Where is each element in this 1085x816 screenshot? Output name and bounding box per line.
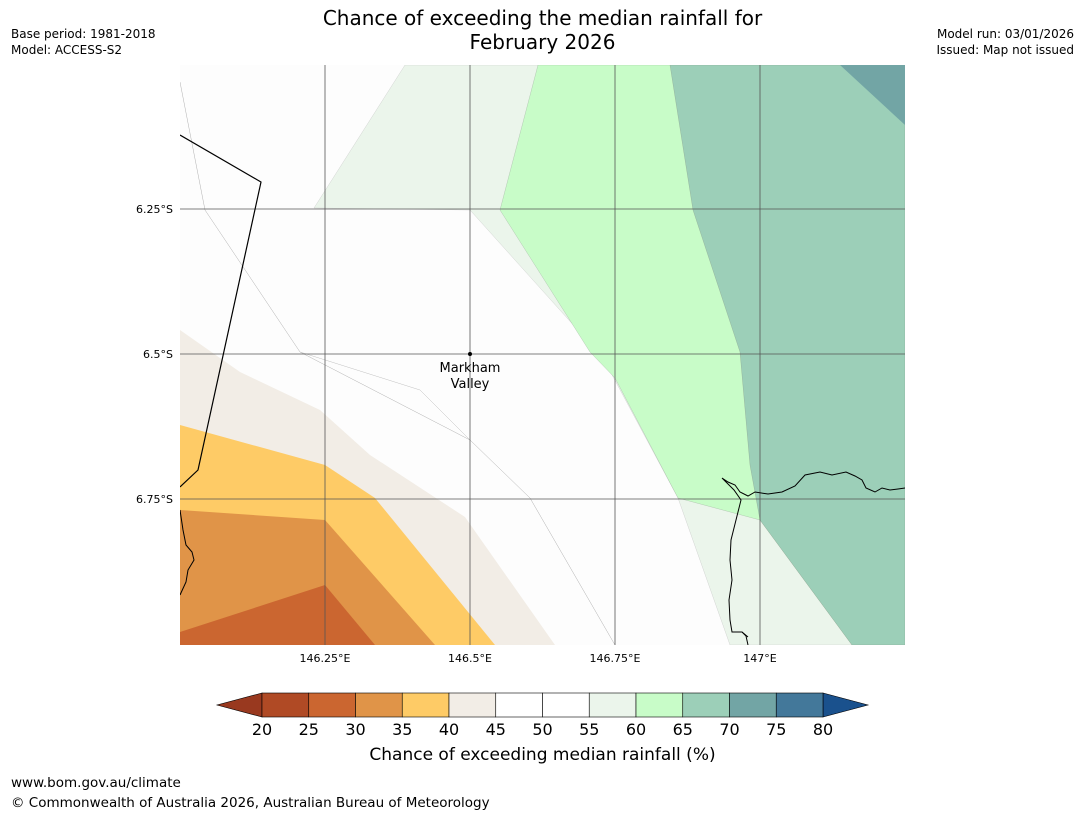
colorbar-segment <box>588 692 637 718</box>
model-name: Model: ACCESS-S2 <box>11 43 123 57</box>
colorbar-segment <box>495 692 543 718</box>
place-label-line-1: Markham <box>440 361 501 376</box>
lon-label: 147°E <box>743 652 776 665</box>
colorbar-tick-label: 30 <box>345 720 365 739</box>
footer-url: www.bom.gov.au/climate <box>11 775 181 791</box>
meta-right: Model run: 03/01/2026 Issued: Map not is… <box>936 26 1074 58</box>
place-label-line-2: Valley <box>451 377 490 392</box>
colorbar-segment <box>401 692 450 718</box>
model-run: Model run: 03/01/2026 <box>936 27 1074 41</box>
colorbar-tick-label: 65 <box>673 720 693 739</box>
band-70-75 <box>840 65 905 125</box>
issued-status: Issued: Map not issued <box>936 43 1074 57</box>
band-30-35 <box>180 510 435 645</box>
map-title: Chance of exceeding the median rainfall … <box>0 6 1085 54</box>
title-line-1: Chance of exceeding the median rainfall … <box>322 6 763 30</box>
colorbar: 20 25 30 35 40 45 50 55 60 65 70 75 80 <box>215 692 870 739</box>
colorbar-tick-label: 25 <box>299 720 319 739</box>
colorbar-tick-label: 45 <box>486 720 506 739</box>
contour-line <box>299 351 471 441</box>
coastline-west <box>180 509 195 596</box>
colorbar-segment <box>635 692 684 718</box>
lat-label: 6.5°S <box>143 348 173 361</box>
map-plot-area <box>180 65 905 645</box>
colorbar-tick-label: 55 <box>579 720 599 739</box>
colorbar-segment <box>729 692 777 718</box>
coastline-east <box>721 471 905 638</box>
colorbar-over-triangle <box>822 692 870 718</box>
colorbar-segment <box>775 692 824 718</box>
colorbar-tick-label: 60 <box>626 720 646 739</box>
colorbar-segment <box>261 692 310 718</box>
colorbar-segment <box>682 692 730 718</box>
colorbar-tick-label: 80 <box>813 720 833 739</box>
colorbar-tick-label: 75 <box>766 720 786 739</box>
lon-label: 146.75°E <box>590 652 641 665</box>
lat-label: 6.75°S <box>136 493 173 506</box>
title-line-2: February 2026 <box>469 30 616 54</box>
colorbar-label: Chance of exceeding median rainfall (%) <box>369 745 716 765</box>
base-period: Base period: 1981-2018 <box>11 27 156 41</box>
colorbar-segment <box>542 692 590 718</box>
colorbar-segment <box>355 692 403 718</box>
meta-left: Base period: 1981-2018 Model: ACCESS-S2 <box>11 26 156 58</box>
lat-label: 6.25°S <box>136 203 173 216</box>
colorbar-segment <box>448 692 497 718</box>
colorbar-tick-label: 20 <box>252 720 272 739</box>
colorbar-tick-label: 70 <box>719 720 739 739</box>
lon-label: 146.25°E <box>300 652 351 665</box>
colorbar-tick-label: 35 <box>392 720 412 739</box>
lon-label: 146.5°E <box>448 652 492 665</box>
border-line <box>180 134 262 488</box>
contour-line <box>180 81 616 645</box>
place-marker <box>468 352 472 356</box>
colorbar-tick-label: 50 <box>532 720 552 739</box>
coastline-east-tail <box>741 631 749 645</box>
colorbar-tick-label: 40 <box>439 720 459 739</box>
colorbar-segment <box>308 692 356 718</box>
footer-copyright: © Commonwealth of Australia 2026, Austra… <box>11 795 490 811</box>
colorbar-under-triangle <box>215 692 263 718</box>
band-25-30 <box>180 585 375 645</box>
graticule <box>180 65 905 645</box>
